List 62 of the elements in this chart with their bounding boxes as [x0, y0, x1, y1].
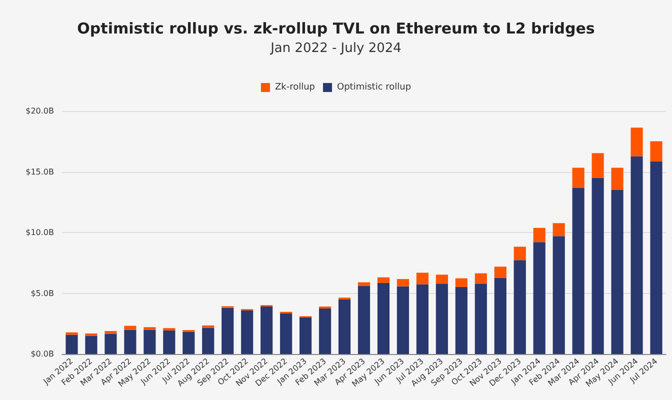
- bar: [494, 278, 506, 354]
- bar: [222, 308, 234, 354]
- bar: [416, 284, 428, 354]
- bar: [630, 156, 643, 354]
- chart-title: Optimistic rollup vs. zk-rollup TVL on Ethereum to L2 bridges: [77, 20, 595, 38]
- bar: [455, 278, 468, 287]
- bar: [358, 282, 370, 286]
- bar: [144, 330, 156, 354]
- bar: [650, 141, 662, 162]
- bar: [377, 282, 390, 354]
- bar: [552, 236, 565, 354]
- bar: [630, 128, 643, 156]
- bar: [533, 242, 546, 354]
- bar: [396, 279, 410, 286]
- y-tick-label: $0.0B: [30, 350, 54, 358]
- bar: [514, 246, 526, 260]
- bar: [377, 277, 390, 283]
- bar: [338, 299, 351, 354]
- bar: [66, 334, 78, 354]
- bar: [318, 306, 332, 309]
- y-tick-label: $10.0B: [26, 228, 54, 237]
- bar: [163, 330, 176, 354]
- bar: [552, 223, 565, 236]
- bar: [611, 168, 624, 190]
- bar: [533, 228, 546, 242]
- legend-label: Optimistic rollup: [337, 82, 412, 92]
- bar: [474, 273, 487, 284]
- bar: [396, 286, 410, 354]
- y-tick-label: $20.0B: [26, 106, 54, 116]
- legend-label: Zk-rollup: [274, 82, 316, 92]
- bar: [104, 334, 117, 354]
- bar: [514, 260, 526, 354]
- bar: [202, 325, 214, 328]
- bar: [358, 286, 370, 354]
- bar: [260, 306, 273, 354]
- bar: [494, 266, 506, 278]
- bar: [592, 178, 604, 354]
- y-tick-label: $5.0B: [30, 288, 54, 298]
- bar: [592, 153, 604, 178]
- bar: [416, 272, 428, 284]
- bar: [85, 336, 98, 354]
- bar: [455, 286, 468, 354]
- bar: [611, 190, 624, 354]
- bar: [300, 318, 312, 354]
- bar: [85, 333, 98, 336]
- bar: [572, 188, 584, 354]
- y-tick-label: $15.0B: [26, 167, 54, 176]
- bar: [280, 314, 292, 354]
- bar: [650, 161, 662, 354]
- bar: [241, 310, 254, 354]
- chart-subtitle: Jan 2022 - July 2024: [270, 41, 402, 56]
- bar: [318, 308, 332, 354]
- bar: [474, 284, 487, 354]
- bar: [202, 328, 214, 354]
- bar: [66, 332, 78, 335]
- bar: [436, 274, 448, 284]
- bar: [104, 331, 117, 334]
- bar: [144, 327, 156, 330]
- bar: [182, 332, 195, 354]
- bar: [436, 284, 448, 354]
- bar: [572, 168, 584, 188]
- bar: [124, 330, 136, 354]
